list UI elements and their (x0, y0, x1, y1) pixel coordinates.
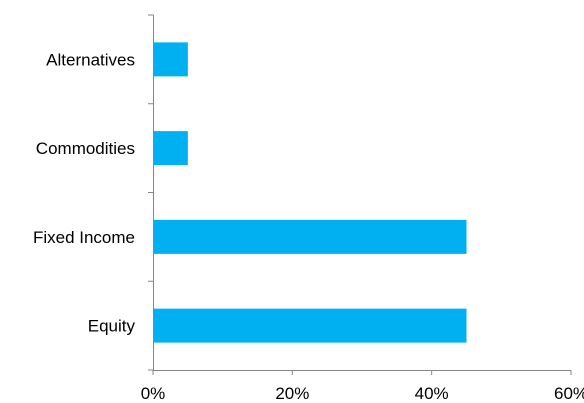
x-tick-label: 20% (275, 384, 309, 403)
bar-fixed-income (154, 219, 467, 254)
bar-equity (154, 308, 467, 343)
labels-group: Equity Fixed Income Commodities Alternative… (33, 50, 584, 403)
x-tick-label: 0% (141, 384, 166, 403)
bar-commodities (154, 131, 188, 166)
x-tick-label: 60% (554, 384, 584, 403)
axes-group (148, 14, 572, 375)
category-label-equity: Equity (88, 317, 136, 336)
category-label-commodities: Commodities (36, 139, 135, 158)
category-label-alternatives: Alternatives (46, 50, 135, 69)
bar-alternatives (154, 42, 188, 77)
bars-group (154, 42, 467, 343)
x-tick-label: 40% (415, 384, 449, 403)
category-label-fixed-income: Fixed Income (33, 228, 135, 247)
